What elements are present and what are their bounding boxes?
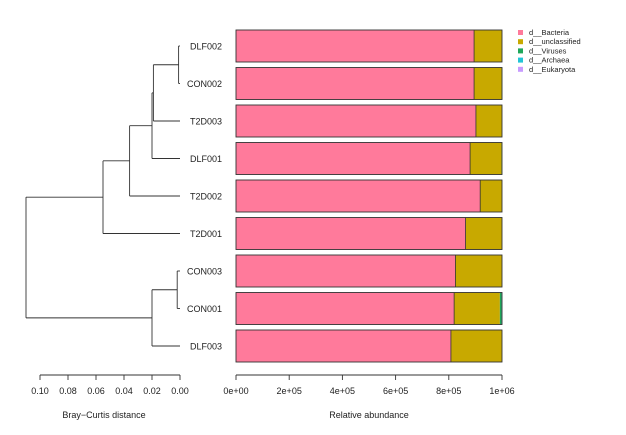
dendrogram-panel: DLF002 CON002 T2D003 DLF001 T2D002 T2D001 CON0…	[25, 42, 222, 420]
leaf-label-con001: CON001	[187, 304, 222, 314]
dendro-x-tick-label: 0.08	[59, 386, 77, 396]
bar-x-tick-label: 1e+06	[489, 386, 514, 396]
legend-swatch-darchaea	[518, 57, 523, 63]
dendro-x-tick-label: 0.10	[31, 386, 49, 396]
bar-segment-con002-dunclassified	[474, 67, 502, 100]
legend-label-dviruses: d__Viruses	[529, 46, 567, 55]
bar-segment-dlf003-dunclassified	[450, 330, 502, 362]
legend-swatch-dbacteria	[518, 30, 523, 35]
bar-segment-con001-dviruses	[499, 292, 502, 325]
dendro-x-axis-title: Bray−Curtis distance	[62, 410, 145, 420]
bar-outline-dlf001	[235, 142, 503, 175]
bar-x-tick-label: 8e+05	[436, 386, 461, 396]
leaf-label-t2d001: T2D001	[190, 229, 222, 239]
bar-segment-t2d002-dbacteria	[236, 180, 481, 212]
dendro-x-tick-label: 0.00	[171, 386, 189, 396]
legend-swatch-dviruses	[518, 48, 523, 54]
bar-outline-con003	[235, 254, 503, 288]
leaf-label-con002: CON002	[187, 79, 222, 89]
leaf-label-con003: CON003	[187, 267, 222, 277]
bar-segment-con001-dunclassified	[454, 292, 500, 325]
legend-swatch-dunclassified	[518, 39, 523, 45]
leaf-label-dlf002: DLF002	[190, 42, 222, 52]
bar-segment-t2d001-dunclassified	[465, 217, 502, 250]
bar-segment-con003-dunclassified	[455, 255, 502, 287]
legend-label-deukaryota: d__Eukaryota	[529, 65, 576, 74]
legend-label-dunclassified: d__unclassified	[529, 37, 581, 46]
legend-swatch-deukaryota	[518, 66, 523, 72]
legend: d__Bacteriad__unclassifiedd__Virusesd__A…	[518, 28, 581, 74]
legend-label-dbacteria: d__Bacteria	[529, 28, 570, 37]
bar-x-tick-label: 0e+00	[223, 386, 248, 396]
bar-outline-con002	[235, 67, 503, 100]
bar-outline-t2d001	[235, 217, 503, 250]
leaf-label-dlf001: DLF001	[190, 154, 222, 164]
bar-segment-dlf001-dbacteria	[236, 142, 471, 175]
dendro-x-tick-label: 0.02	[143, 386, 161, 396]
bar-outline-con001	[235, 292, 503, 325]
bar-x-tick-label: 6e+05	[383, 386, 408, 396]
leaf-label-t2d003: T2D003	[190, 117, 222, 127]
legend-label-darchaea: d__Archaea	[529, 56, 570, 65]
bar-outline-t2d003	[235, 104, 503, 138]
bar-segment-t2d003-dbacteria	[236, 105, 476, 137]
bar-segment-dlf002-dbacteria	[236, 30, 475, 62]
bar-segment-dlf001-dunclassified	[470, 142, 502, 175]
bar-segment-con001-dbacteria	[236, 292, 455, 325]
dendro-x-tick-label: 0.04	[115, 386, 133, 396]
bar-outline-dlf003	[235, 329, 503, 363]
bar-outline-dlf002	[235, 29, 503, 63]
bar-x-tick-label: 4e+05	[330, 386, 355, 396]
bar-outline-t2d002	[235, 179, 503, 213]
bar-segment-t2d001-dbacteria	[236, 217, 466, 250]
leaf-label-t2d002: T2D002	[190, 192, 222, 202]
bar-chart-panel: 0e+00 2e+05 4e+05 6e+05 8e+05 1e+06 Relative a…	[223, 29, 515, 420]
bar-segment-dlf002-dunclassified	[474, 30, 502, 62]
bar-x-tick-label: 2e+05	[277, 386, 302, 396]
bar-segment-con002-dbacteria	[236, 67, 475, 100]
dendro-x-tick-label: 0.06	[87, 386, 105, 396]
bar-segment-t2d003-dunclassified	[475, 105, 502, 137]
leaf-label-dlf003: DLF003	[190, 342, 222, 352]
bar-segment-dlf003-dbacteria	[236, 330, 451, 362]
bar-segment-con003-dbacteria	[236, 255, 456, 287]
bar-x-axis-title: Relative abundance	[329, 410, 409, 420]
bar-segment-t2d002-dunclassified	[480, 180, 502, 212]
